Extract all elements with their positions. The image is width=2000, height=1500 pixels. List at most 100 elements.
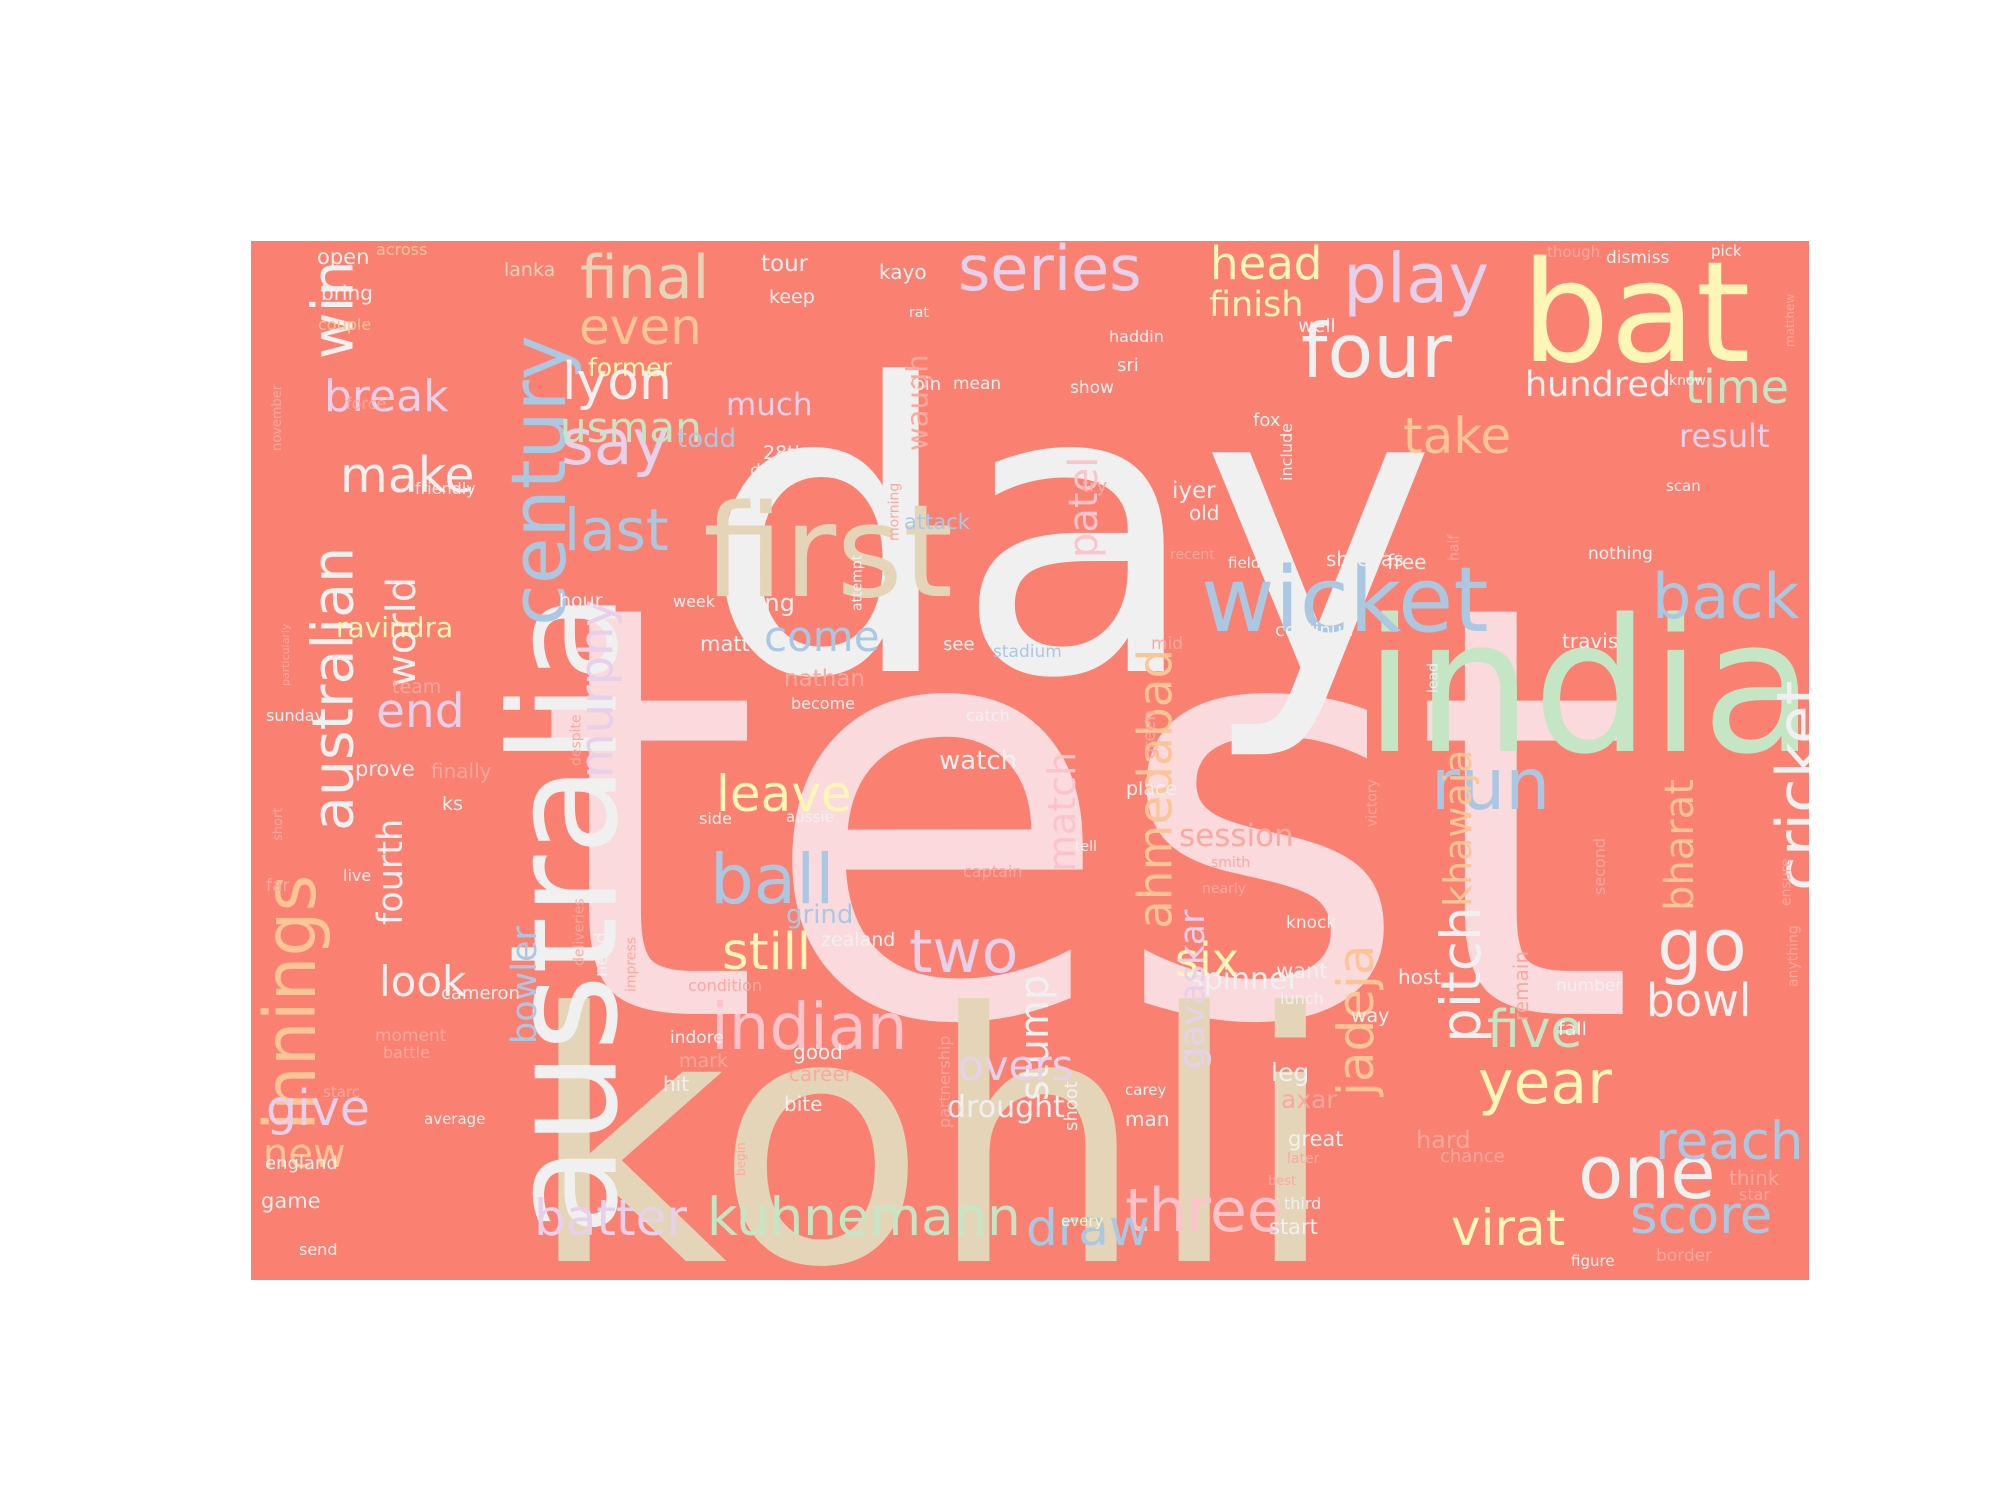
word-week: week [673,592,716,611]
word-indore: indore [670,1028,724,1048]
word-old: old [1189,501,1220,525]
word-bharat: bharat [1657,779,1703,911]
word-mid: mid [1151,634,1183,654]
word-man: man [1125,1107,1169,1131]
word-batter: batter [534,1189,687,1247]
word-leg: leg [1271,1058,1309,1087]
word-lyon: lyon [562,352,672,412]
word-kohli: kohli [527,940,1338,1280]
word-spinner: spinner [1188,962,1300,997]
word-haddin: haddin [1109,327,1164,346]
word-iyer: iyer [1172,478,1216,504]
word-four: four [1301,307,1452,395]
word-wicket: wicket [1201,548,1489,653]
word-catch: catch [966,706,1010,725]
word-innings: innings [251,874,332,1131]
word-attack: attack [904,510,971,534]
word-great: great [1288,1127,1344,1151]
word-murphy: murphy [569,600,623,778]
word-prove: prove [355,757,415,781]
word-leave: leave [716,765,852,823]
word-see: see [943,634,975,655]
word-end: end [376,684,465,739]
word-recent: recent [1170,547,1215,563]
word-head: head [1210,241,1322,290]
word-grind: grind [786,900,853,930]
word-result: result [1679,417,1770,455]
word-go: go [1657,903,1747,987]
word-lanka: lanka [504,259,555,281]
word-lead: lead [1426,663,1442,693]
word-virat: virat [1451,1199,1565,1257]
word-even: even [579,298,702,356]
word-team: team [392,676,441,698]
word-sri: sri [1117,355,1139,376]
word-battle: battle [383,1043,430,1062]
word-second: second [1590,838,1609,895]
word-game: game [261,1189,321,1213]
word-five: five [1487,1000,1583,1060]
word-captain: captain [963,862,1022,881]
word-mean: mean [953,374,1001,394]
word-stump: stump [1012,975,1058,1101]
word-kayo: kayo [879,260,927,284]
word-watch: watch [939,746,1017,776]
word-last: last [564,496,669,564]
word-break: break [324,371,449,422]
word-best: best [1268,1174,1296,1189]
word-ensure: ensure [1779,858,1795,906]
word-year: year [1478,1048,1612,1118]
word-ahmedabad: ahmedabad [1128,649,1183,929]
word-pick: pick [1711,242,1742,260]
word-28th: 28th [763,442,807,464]
word-zealand: zealand [821,929,895,951]
word-take: take [1403,407,1511,465]
word-six: six [1175,933,1239,987]
word-way: way [1351,1005,1389,1027]
word-open: open [317,245,369,269]
word-bat: bat [1521,241,1751,395]
word-patel: patel [1061,457,1107,558]
word-hundred: hundred [1525,365,1671,405]
word-host: host [1398,965,1441,989]
word-well: well [1298,315,1336,337]
word-tell: tell [1075,839,1097,855]
word-free: free [1387,550,1426,574]
word-couple: couple [318,315,371,334]
word-reach: reach [1655,1111,1803,1172]
word-long: long [743,589,795,617]
word-ks: ks [442,793,463,815]
word-cloud-background [251,241,1809,1280]
word-ball: ball [710,840,834,920]
word-bowler: bowler [505,925,545,1044]
word-fox: fox [1253,410,1281,431]
word-send: send [299,1240,337,1259]
word-two: two [909,917,1018,987]
word-india: india [1364,579,1809,795]
word-finally: finally [431,759,492,783]
word-win: win [301,260,367,359]
word-world: world [379,577,425,687]
word-dismiss: dismiss [1606,248,1670,268]
word-waugh: waugh [901,354,935,451]
word-partnership: partnership [935,1036,954,1128]
word-keep: keep [769,286,815,308]
word-mark: mark [679,1050,728,1072]
word-career: career [789,1062,854,1086]
word-hard: hard [1416,1126,1471,1154]
word-know: know [1669,373,1706,389]
word-number: number [1556,976,1622,996]
word-drought: drought [947,1090,1065,1125]
word-despite: despite [569,714,585,766]
word-chance: chance [1440,1146,1505,1167]
word-score: score [1630,1185,1772,1246]
word-remain: remain [1509,951,1533,1021]
word-later: later [1287,1151,1320,1167]
word-still: still [722,923,811,982]
word-morning: morning [887,483,903,541]
word-border: border [1656,1246,1712,1266]
word-rat: rat [909,305,929,321]
word-sunday: sunday [266,706,324,725]
word-play: play [1343,241,1489,319]
